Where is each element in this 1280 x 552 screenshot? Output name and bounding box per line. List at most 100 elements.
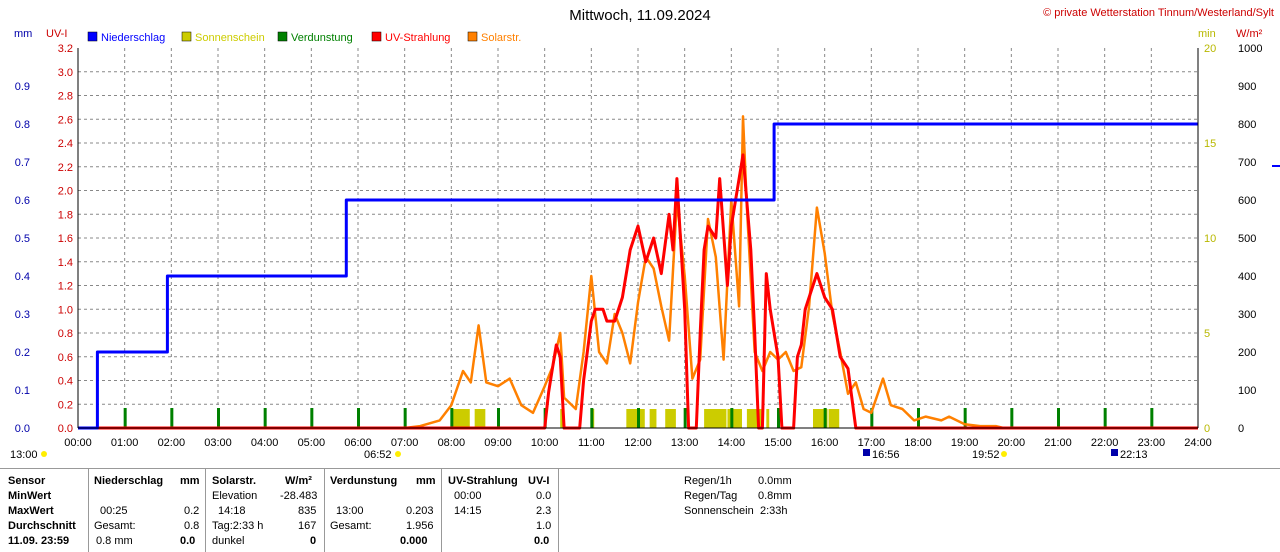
legend-label: Solarstr. xyxy=(481,32,521,44)
chart-grid xyxy=(78,48,1198,428)
summary-sonnenschein-val: 2:33h xyxy=(760,505,788,517)
stats-niederschlag-header: Niederschlag xyxy=(94,475,164,487)
time-tick-label: 13:00 xyxy=(671,437,699,449)
min-tick-label: 15 xyxy=(1204,138,1216,150)
sunshine-bar xyxy=(649,409,657,428)
mm-tick-label: 0.6 xyxy=(15,195,30,207)
sunshine-bar xyxy=(626,409,645,428)
mm-tick-label: 0.9 xyxy=(15,81,30,93)
stats-verdunstung-gesamt-label: Gesamt: xyxy=(330,520,372,532)
uvi-tick-label: 0.2 xyxy=(58,399,73,411)
time-tick-label: 14:00 xyxy=(718,437,746,449)
evaporation-mark xyxy=(123,408,127,428)
mm-tick-label: 0.1 xyxy=(15,385,30,397)
stats-solar-current-label: dunkel xyxy=(212,535,245,547)
evaporation-mark xyxy=(963,408,967,428)
right-unit-min: min xyxy=(1198,28,1216,40)
uvi-tick-label: 1.6 xyxy=(58,233,73,245)
sunshine-bar xyxy=(704,409,727,428)
wm2-tick-label: 900 xyxy=(1238,81,1256,93)
wm2-tick-label: 800 xyxy=(1238,119,1256,131)
time-tick-label: 06:00 xyxy=(344,437,372,449)
wm2-tick-label: 1000 xyxy=(1238,43,1262,55)
time-tick-label: 07:00 xyxy=(391,437,419,449)
event-sunset: 19:52 xyxy=(972,449,1000,461)
wm2-tick-label: 600 xyxy=(1238,195,1256,207)
evaporation-mark xyxy=(730,408,734,428)
moon-icon xyxy=(1111,449,1118,456)
stats-niederschlag-unit: mm xyxy=(180,475,200,487)
summary-sonnenschein-label: Sonnenschein xyxy=(684,505,754,517)
uvi-tick-label: 1.4 xyxy=(58,257,73,269)
legend: Niederschlag Sonnenschein Verdunstung UV-St… xyxy=(87,31,521,44)
time-tick-label: 00:00 xyxy=(64,437,92,449)
time-tick-label: 10:00 xyxy=(531,437,559,449)
evaporation-mark xyxy=(823,408,827,428)
uvi-tick-label: 1.2 xyxy=(58,281,73,293)
stats-uv-avg-val: 1.0 xyxy=(536,520,552,532)
uvi-tick-label: 1.8 xyxy=(58,209,73,221)
legend-swatch xyxy=(277,31,288,42)
stats-solar-elevation-label: Elevation xyxy=(212,490,258,502)
stats-uv-unit: UV-I xyxy=(528,475,550,487)
mm-tick-label: 0.2 xyxy=(15,347,30,359)
sun-icon xyxy=(41,451,47,457)
evaporation-mark xyxy=(170,408,174,428)
legend-label: Verdunstung xyxy=(291,32,353,44)
stats-solar-max-time: 14:18 xyxy=(218,505,246,517)
uvi-tick-label: 2.0 xyxy=(58,186,73,198)
legend-swatch xyxy=(371,31,382,42)
time-tick-label: 24:00 xyxy=(1184,437,1212,449)
stats-solar-header: Solarstr. xyxy=(212,475,257,487)
weather-chart: 0.0 0.1 0.2 0.3 0.4 0.5 0.6 0.7 0.8 0.9 0.0 0.2 0.4 0… xyxy=(10,7,1280,461)
wm2-tick-label: 200 xyxy=(1238,347,1256,359)
time-tick-label: 02:00 xyxy=(158,437,186,449)
sunshine-bar xyxy=(766,409,770,428)
uvi-tick-label: 1.0 xyxy=(58,304,73,316)
stats-solar-tag-label: Tag:2:33 h xyxy=(212,520,264,532)
sunshine-bar xyxy=(560,409,564,428)
evaporation-mark xyxy=(1057,408,1060,428)
time-tick-label: 03:00 xyxy=(204,437,232,449)
legend-label: Sonnenschein xyxy=(195,32,265,44)
right-unit-wm2: W/m² xyxy=(1236,28,1263,40)
evaporation-marks xyxy=(123,408,1154,428)
stats-divider xyxy=(88,468,89,552)
legend-swatch xyxy=(87,31,98,42)
min-tick-label: 20 xyxy=(1204,43,1216,55)
plot-frame xyxy=(77,48,1199,429)
time-tick-label: 18:00 xyxy=(904,437,932,449)
summary-regen-1h-val: 0.0mm xyxy=(758,475,792,487)
left-unit-mm: mm xyxy=(14,28,32,40)
sun-icon xyxy=(1001,451,1007,457)
time-tick-label: 20:00 xyxy=(998,437,1026,449)
stats-verdunstung-max-time: 13:00 xyxy=(336,505,364,517)
stats-divider xyxy=(441,468,442,552)
sunshine-bar xyxy=(665,409,676,428)
stats-minwert-label: MinWert xyxy=(8,490,52,502)
evaporation-mark xyxy=(357,408,360,428)
event-moon-2: 22:13 xyxy=(1120,449,1148,461)
sunshine-bar xyxy=(727,409,742,428)
legend-label: Niederschlag xyxy=(101,32,165,44)
stats-date-label: 11.09. 23:59 xyxy=(8,535,70,547)
time-tick-label: 17:00 xyxy=(858,437,886,449)
uvi-tick-label: 2.2 xyxy=(58,162,73,174)
stats-solar-avg-val: 167 xyxy=(298,520,317,532)
stats-divider xyxy=(324,468,325,552)
wm2-tick-label: 100 xyxy=(1238,385,1256,397)
mm-tick-label: 0.0 xyxy=(15,423,30,435)
stats-niederschlag-gesamt-label: Gesamt: xyxy=(94,520,136,532)
legend-swatch xyxy=(467,31,478,42)
evaporation-mark xyxy=(777,408,780,428)
series-line-niederschlag xyxy=(78,122,1198,430)
stats-durchschnitt-label: Durchschnitt xyxy=(8,520,76,532)
wm2-tick-label: 400 xyxy=(1238,271,1256,283)
evaporation-mark xyxy=(450,408,454,428)
summary-regen-1h-label: Regen/1h xyxy=(684,475,732,487)
time-tick-label: 09:00 xyxy=(484,437,512,449)
series-line-uvstrahlung xyxy=(78,153,1198,430)
time-tick-label: 12:00 xyxy=(624,437,652,449)
stats-verdunstung-header: Verdunstung xyxy=(330,475,398,487)
sunshine-bar xyxy=(828,409,840,428)
